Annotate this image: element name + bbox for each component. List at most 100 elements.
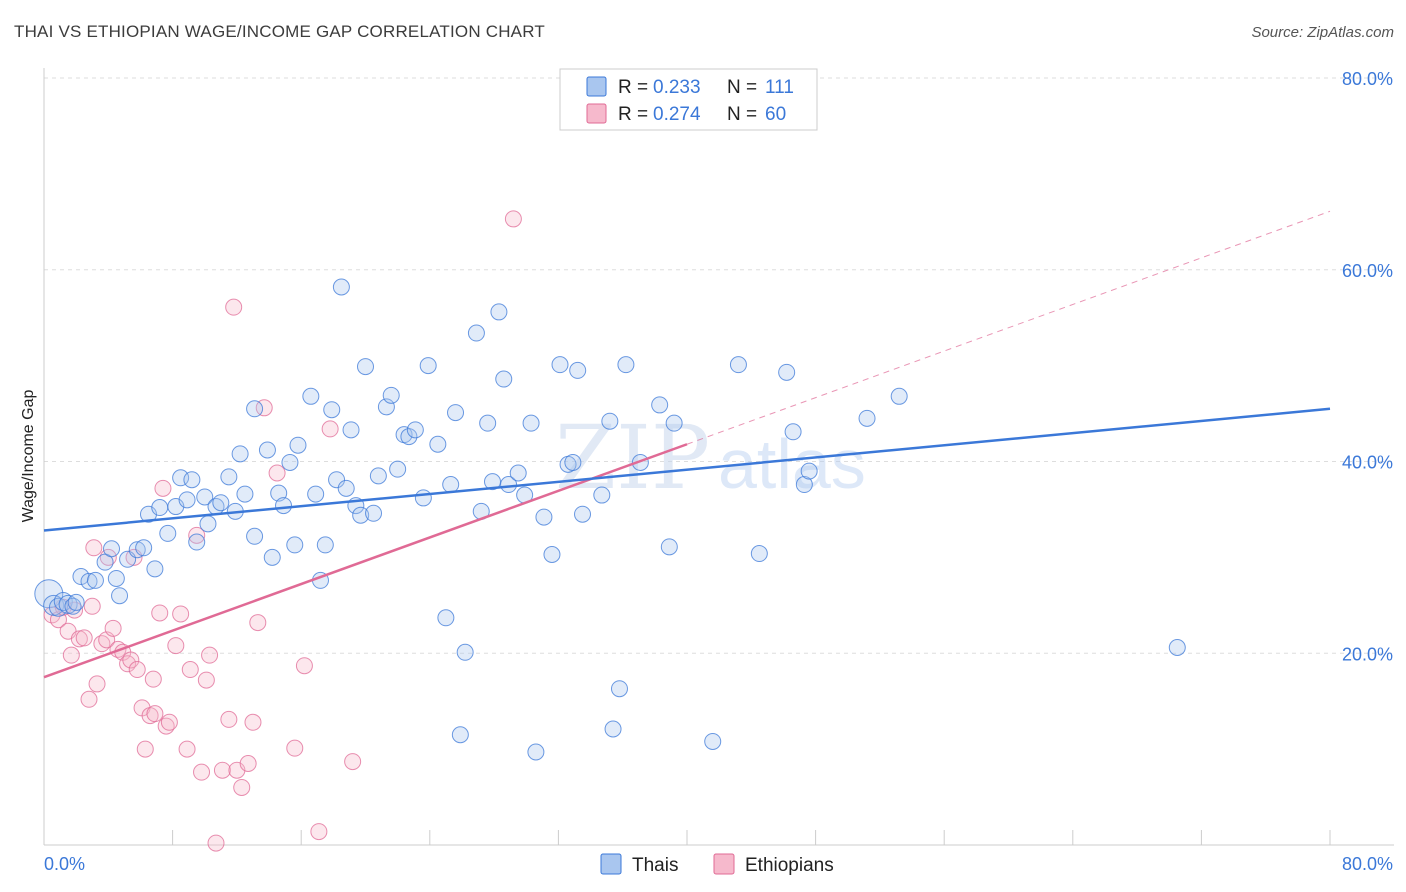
ethiopian-point [268, 464, 286, 482]
legend-thai-r-value: 0.233 [653, 77, 701, 98]
thai-point [369, 467, 387, 485]
thai-point [199, 515, 217, 533]
trend-lines [43, 210, 1331, 679]
thai-point [665, 414, 683, 432]
thai-point [784, 423, 802, 441]
thai-point [479, 414, 497, 432]
thai-point [80, 572, 98, 590]
legend-ethiopian-r-value: 0.274 [653, 104, 701, 125]
ethiopian-point [197, 671, 215, 689]
thai-point [382, 386, 400, 404]
thai-point [593, 486, 611, 504]
thai-point [604, 720, 622, 738]
thai-point [196, 488, 214, 506]
ethiopian-point [249, 614, 267, 632]
legend-thai-r-label: R = [618, 77, 648, 98]
thai-point [858, 409, 876, 427]
ethiopian-point [504, 210, 522, 228]
thai-point [414, 489, 432, 507]
thai-point [270, 484, 288, 502]
thai-trend-line [43, 407, 1331, 532]
thai-point [419, 357, 437, 375]
thai-point [159, 524, 177, 542]
thai-point [236, 485, 254, 503]
ethiopian-point [128, 661, 146, 679]
thai-point [601, 412, 619, 430]
thai-point [610, 680, 628, 698]
ethiopian-point [83, 597, 101, 615]
legend-ethiopian-r-label: R = [618, 104, 648, 125]
thai-point [495, 370, 513, 388]
x-tick-label: 0.0% [44, 854, 85, 874]
thai-point [569, 361, 587, 379]
thai-point [447, 404, 465, 422]
legend-thai-swatch [586, 76, 607, 97]
y-axis-label: Wage/Income Gap [20, 390, 37, 523]
bottom-legend-thai-swatch [600, 853, 622, 875]
thai-point [332, 278, 350, 296]
x-tick-label: 80.0% [1342, 854, 1393, 874]
bottom-legend-ethiopian-swatch [713, 853, 735, 875]
legend-ethiopian-n-label: N = [727, 104, 757, 125]
ethiopian-point [172, 605, 190, 623]
thai-point [135, 539, 153, 557]
ethiopian-trend-line [43, 443, 688, 679]
ethiopian-point [85, 539, 103, 557]
ethiopian-point [233, 778, 251, 796]
thai-point [231, 445, 249, 463]
y-tick-label: 20.0% [1342, 644, 1393, 664]
thai-point [365, 504, 383, 522]
watermark: ZIP atlas [555, 406, 866, 509]
thai-point [509, 464, 527, 482]
thai-point [146, 560, 164, 578]
thai-point [490, 303, 508, 321]
thai-point [778, 363, 796, 381]
ethiopian-point [286, 739, 304, 757]
ethiopian-point [99, 548, 117, 566]
thai-point [800, 462, 818, 480]
thai-point [729, 356, 747, 374]
ethiopian-point [146, 705, 164, 723]
thai-point [107, 569, 125, 587]
thai-point [178, 491, 196, 509]
ethiopian-point [344, 753, 362, 771]
ethiopian-point [178, 740, 196, 758]
legend-ethiopian-swatch [586, 103, 607, 124]
thai-point [500, 476, 518, 494]
thai-point [246, 400, 264, 418]
thai-point [437, 609, 455, 627]
ethiopians-points [43, 210, 522, 852]
thai-point [527, 743, 545, 761]
thai-point [151, 499, 169, 517]
thai-point [281, 453, 299, 471]
ethiopian-point [213, 761, 231, 779]
ethiopian-point [181, 661, 199, 679]
ethiopian-trend-extension [686, 210, 1331, 445]
thai-point [456, 643, 474, 661]
ethiopian-point [75, 629, 93, 647]
thai-point [128, 541, 146, 559]
thai-point [483, 473, 501, 491]
thai-point [323, 401, 341, 419]
thai-point [289, 436, 307, 454]
watermark-zip: ZIP [555, 406, 710, 509]
ethiopian-point [295, 657, 313, 675]
y-tick-label: 40.0% [1342, 453, 1393, 473]
thai-point [574, 505, 592, 523]
thai-point [617, 356, 635, 374]
legend-ethiopian-n-value: 60 [765, 104, 786, 125]
bottom-legend-thai-label: Thais [632, 855, 678, 876]
ethiopian-point [136, 740, 154, 758]
ethiopian-point [167, 637, 185, 655]
ethiopian-point [193, 763, 211, 781]
thai-point [263, 548, 281, 566]
bottom-legend-ethiopian-label: Ethiopians [745, 855, 834, 876]
thai-point [535, 508, 553, 526]
thai-point [34, 579, 64, 609]
ethiopian-point [104, 619, 122, 637]
thai-point [258, 441, 276, 459]
thai-point [357, 358, 374, 376]
thai-point [352, 506, 370, 524]
legend-thai-n-label: N = [727, 77, 757, 98]
